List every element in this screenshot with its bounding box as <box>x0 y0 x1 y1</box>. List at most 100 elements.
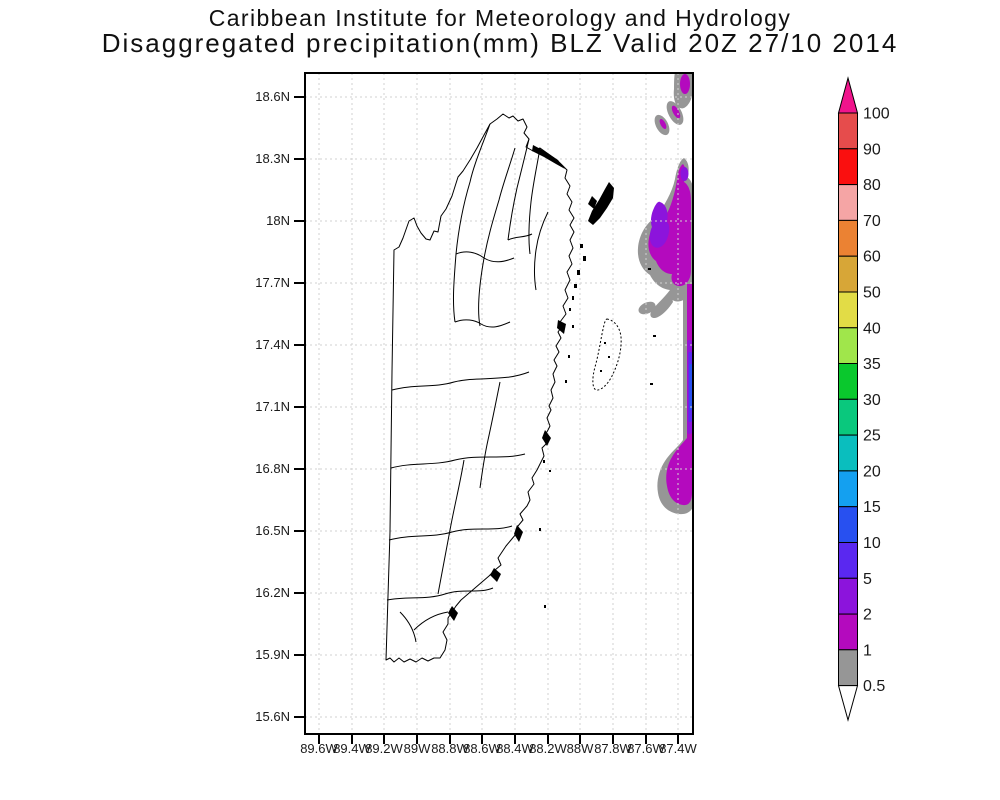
lat-tick <box>294 530 304 532</box>
coast-fill-shipstern <box>532 145 565 169</box>
lon-tick <box>677 735 679 744</box>
lat-tick <box>294 96 304 98</box>
lat-label: 15.6N <box>255 709 290 724</box>
lon-label: 88.2W <box>529 741 567 756</box>
turneffe-atoll-outline <box>592 318 622 391</box>
lat-tick <box>294 406 304 408</box>
lat-tick <box>294 220 304 222</box>
lat-label: 18.6N <box>255 89 290 104</box>
precip-magenta-ne-core <box>680 74 690 94</box>
lat-tick <box>294 716 304 718</box>
lon-tick <box>449 735 451 744</box>
lon-label: 88.4W <box>496 741 534 756</box>
lon-tick <box>416 735 418 744</box>
colorbar-segment <box>838 291 858 329</box>
coast-fill-belize-city <box>557 320 566 334</box>
islands-and-coast-fills <box>448 145 656 621</box>
precip-magenta-strip <box>666 284 692 506</box>
precip-blue-strip-core <box>689 364 692 410</box>
lon-tick <box>514 735 516 744</box>
ambergris-caye-west-blob <box>588 196 597 209</box>
precip-gray-wisp <box>638 301 656 315</box>
colorbar-segment <box>838 577 858 615</box>
lat-label: 18N <box>266 213 290 228</box>
coast-fill-punta-gorda <box>448 606 458 621</box>
precip-gray-tail <box>650 290 673 319</box>
precip-shading-layer <box>637 72 695 515</box>
caye-specks <box>539 244 656 608</box>
belize-mainland-outline <box>385 113 575 663</box>
lat-label: 15.9N <box>255 647 290 662</box>
colorbar-legend: 100 90 80 70 60 50 40 35 30 25 20 15 10 … <box>830 70 960 735</box>
colorbar-segment <box>838 255 858 293</box>
colorbar-segment <box>838 434 858 472</box>
page-title: Disaggregated precipitation(mm) BLZ Vali… <box>101 28 899 58</box>
lon-tick <box>579 735 581 744</box>
map-plot-area <box>304 72 695 735</box>
colorbar-tick-label: 50 <box>863 285 881 302</box>
lon-label: 88W <box>566 741 594 756</box>
lat-tick <box>294 654 304 656</box>
precip-magenta-streak2 <box>659 119 667 129</box>
colorbar-tick-labels: 100 90 80 70 60 50 40 35 30 25 20 15 10 … <box>863 106 890 696</box>
colorbar-tick-label: 40 <box>863 320 881 337</box>
lat-label: 16.8N <box>255 461 290 476</box>
plot-frame <box>304 72 694 735</box>
colorbar-tick-label: 2 <box>863 607 872 624</box>
colorbar-segment <box>838 542 858 579</box>
belize-outlines <box>385 113 622 663</box>
map-svg <box>304 72 695 735</box>
colorbar-segment <box>838 506 858 544</box>
lat-tick <box>294 344 304 346</box>
district-boundaries <box>386 123 549 643</box>
colorbar-segment <box>838 327 858 364</box>
colorbar-segment <box>838 148 858 186</box>
lon-label: 89W <box>403 741 431 756</box>
colorbar-segment <box>838 363 858 400</box>
lat-label: 17.4N <box>255 337 290 352</box>
lat-tick <box>294 592 304 594</box>
lon-label: 89.4W <box>333 741 371 756</box>
lon-tick <box>547 735 549 744</box>
coast-fill-monkey-river <box>490 568 501 582</box>
lat-tick <box>294 158 304 160</box>
coast-fill-placencia <box>514 525 523 542</box>
colorbar-segment <box>838 219 858 257</box>
lon-tick <box>318 735 320 744</box>
colorbar-segment <box>838 470 858 508</box>
ambergris-caye <box>588 182 614 225</box>
header-institute: Caribbean Institute for Meteorology and … <box>208 5 792 31</box>
colorbar-tick-label: 1 <box>863 642 872 659</box>
lat-tick <box>294 468 304 470</box>
lon-tick <box>645 735 647 744</box>
colorbar-segment <box>838 398 858 436</box>
colorbar-tick-label: 20 <box>863 463 881 480</box>
lon-tick <box>612 735 614 744</box>
lon-label: 89.6W <box>300 741 338 756</box>
colorbar-segment <box>838 649 858 687</box>
lat-label: 17.1N <box>255 399 290 414</box>
colorbar-svg: 100 90 80 70 60 50 40 35 30 25 20 15 10 … <box>837 76 890 722</box>
lat-label: 16.5N <box>255 523 290 538</box>
colorbar-tick-label: 70 <box>863 213 881 230</box>
lat-tick <box>294 282 304 284</box>
colorbar-arrow-bottom <box>837 685 859 722</box>
lon-tick <box>383 735 385 744</box>
colorbar-tick-label: 35 <box>863 356 881 373</box>
colorbar-tick-label: 60 <box>863 249 881 266</box>
lon-tick <box>481 735 483 744</box>
colorbar-tick-label: 25 <box>863 428 881 445</box>
colorbar-segment <box>838 613 858 651</box>
colorbar-tick-label: 100 <box>863 106 890 123</box>
lon-label: 88.6W <box>463 741 501 756</box>
colorbar-tick-label: 15 <box>863 499 881 516</box>
colorbar-tick-label: 80 <box>863 177 881 194</box>
lon-label: 88.8W <box>431 741 469 756</box>
colorbar-tick-label: 5 <box>863 571 872 588</box>
coast-fill-dangriga <box>542 430 551 446</box>
lat-label: 17.7N <box>255 275 290 290</box>
lat-label: 16.2N <box>255 585 290 600</box>
latlon-grid <box>305 73 693 734</box>
lat-label: 18.3N <box>255 151 290 166</box>
